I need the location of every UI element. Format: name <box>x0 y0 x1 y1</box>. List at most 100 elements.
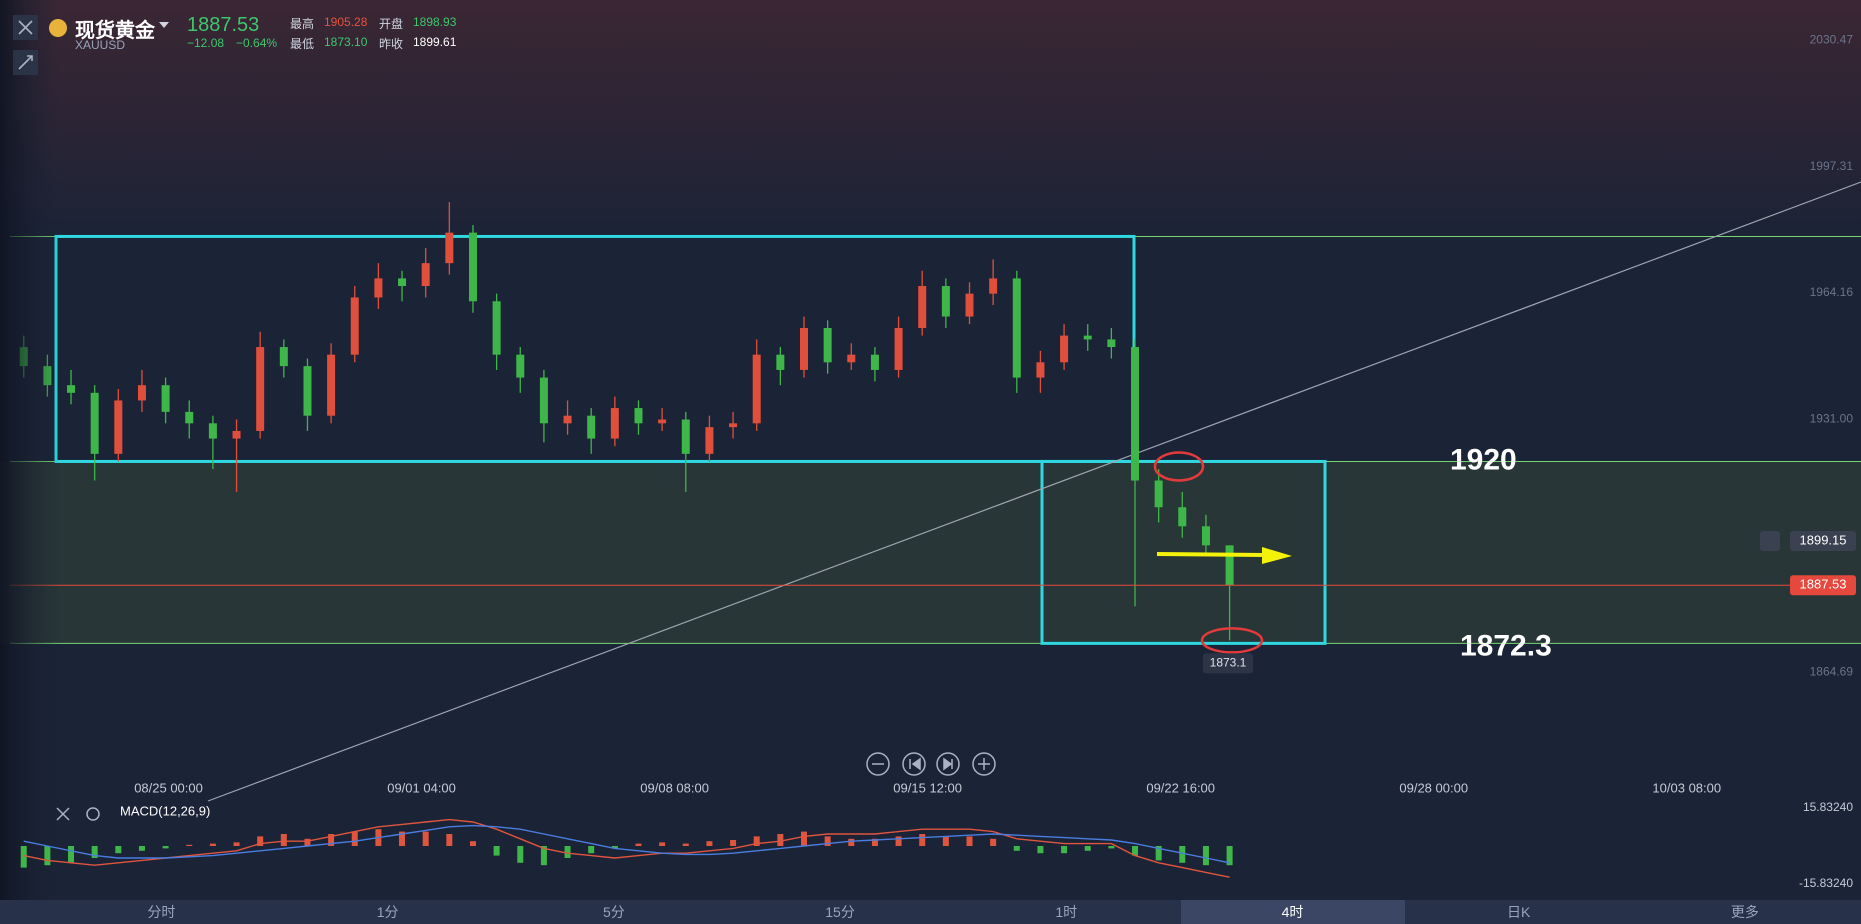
timeframe-tab[interactable]: 更多 <box>1730 904 1759 920</box>
candle-body <box>1083 335 1092 340</box>
zoom-out[interactable] <box>866 752 890 776</box>
open-value: 1898.93 <box>413 15 457 29</box>
candle-body <box>114 400 123 454</box>
macd-line <box>23 818 1230 878</box>
candle-body <box>610 408 619 439</box>
candle-body <box>421 263 430 287</box>
candle-body <box>398 278 407 287</box>
timeframe-tab[interactable]: 日K <box>1507 904 1531 920</box>
candle-body <box>208 423 217 439</box>
timeframe-tab[interactable]: 1分 <box>376 904 399 920</box>
x-tick-label: 09/28 00:00 <box>1399 780 1468 795</box>
highlight-ellipse <box>1153 451 1205 482</box>
candle-body <box>1178 507 1187 527</box>
macd-bar <box>1108 846 1115 849</box>
macd-bar <box>493 846 500 856</box>
candle-body <box>823 327 832 363</box>
tab-bar <box>0 900 1861 924</box>
candle-body <box>90 392 99 454</box>
timeframe-tab[interactable]: 4时 <box>1281 904 1304 920</box>
macd-bar <box>1202 846 1209 866</box>
toolbar <box>13 15 38 75</box>
macd-bar <box>257 836 264 846</box>
macd-bar <box>682 843 689 846</box>
close-indicator[interactable] <box>56 807 70 821</box>
candle-body <box>658 419 667 424</box>
candle-body <box>161 385 170 412</box>
candle-body <box>445 232 454 264</box>
x-tick-label: 09/22 16:00 <box>1146 780 1215 795</box>
y-tick-label: 2030.47 <box>1810 32 1854 46</box>
prev-value: 1899.61 <box>413 35 457 49</box>
close-button[interactable] <box>18 20 33 35</box>
candle-body <box>1225 545 1234 586</box>
x-tick-label: 09/01 04:00 <box>387 780 456 795</box>
price-tag: 1887.53 <box>1800 577 1847 592</box>
macd-bar <box>848 838 855 846</box>
low-tag: 1873.1 <box>1210 655 1247 669</box>
candle-body <box>516 354 525 378</box>
candle-body <box>847 354 856 363</box>
draw-tool[interactable] <box>18 55 33 70</box>
x-tick-label: 09/08 08:00 <box>640 780 709 795</box>
x-tick-label: 08/25 00:00 <box>134 780 203 795</box>
candle-body <box>799 327 808 370</box>
macd-bar <box>446 833 453 846</box>
zoom-in[interactable] <box>972 752 996 776</box>
macd-bar <box>233 842 240 846</box>
dropdown-arrow[interactable] <box>159 22 169 28</box>
low-tag-bg <box>1203 653 1253 674</box>
macd-bar <box>280 833 287 846</box>
macd-bar <box>517 846 524 863</box>
level-annotation: 1872.3 <box>1460 629 1552 662</box>
candle-body <box>918 286 927 328</box>
candle-body <box>327 354 336 416</box>
instrument-name[interactable]: 现货黄金 <box>75 20 155 42</box>
candle-body <box>1131 347 1140 481</box>
candle-body <box>1201 526 1210 546</box>
candle-body <box>681 419 690 454</box>
timeframe-tab[interactable]: 1时 <box>1055 904 1078 920</box>
last-price: 1887.53 <box>187 14 260 36</box>
candle-body <box>634 408 643 424</box>
macd-bar <box>824 836 831 846</box>
trend-line <box>207 181 1861 802</box>
candle-body <box>1154 480 1163 508</box>
timeframe-tab[interactable]: 5分 <box>602 904 625 920</box>
candle-body <box>965 293 974 317</box>
candle-body <box>870 354 879 370</box>
macd-line <box>23 824 1230 864</box>
macd-bar <box>186 844 193 846</box>
candle-body <box>350 297 359 355</box>
macd-bar <box>659 842 666 846</box>
nav-buttons <box>866 752 996 776</box>
macd-bar <box>399 831 406 846</box>
macd-bar <box>91 846 98 859</box>
candle-body <box>232 430 241 439</box>
x-tick-label: 09/15 12:00 <box>893 780 962 795</box>
indicator-settings[interactable] <box>86 807 100 821</box>
macd-bar <box>635 843 642 846</box>
jump-end[interactable] <box>936 752 960 776</box>
open-label: 开盘 <box>379 17 404 31</box>
macd-bar <box>706 841 713 846</box>
macd-bar <box>1061 846 1068 854</box>
x-tick-label: 10/03 08:00 <box>1652 780 1721 795</box>
y-tick-label: 1864.69 <box>1810 665 1854 679</box>
macd-bar <box>1155 846 1162 861</box>
macd-bar <box>1084 846 1091 851</box>
macd-bar <box>138 846 145 851</box>
macd-bar <box>68 846 75 863</box>
jump-start[interactable] <box>902 752 926 776</box>
timeframe-tab[interactable]: 分时 <box>147 904 176 920</box>
macd-bar <box>966 836 973 846</box>
macd-bar <box>469 841 476 846</box>
macd-bar <box>753 836 760 846</box>
y-tick-label: 1997.31 <box>1810 159 1854 173</box>
macd-bar <box>351 831 358 846</box>
macd-bar <box>44 846 51 866</box>
highlight-ellipse <box>1200 627 1264 654</box>
timeframe-tab[interactable]: 15分 <box>825 904 855 920</box>
candle-body <box>539 377 548 424</box>
breakdown-box <box>1040 459 1327 645</box>
